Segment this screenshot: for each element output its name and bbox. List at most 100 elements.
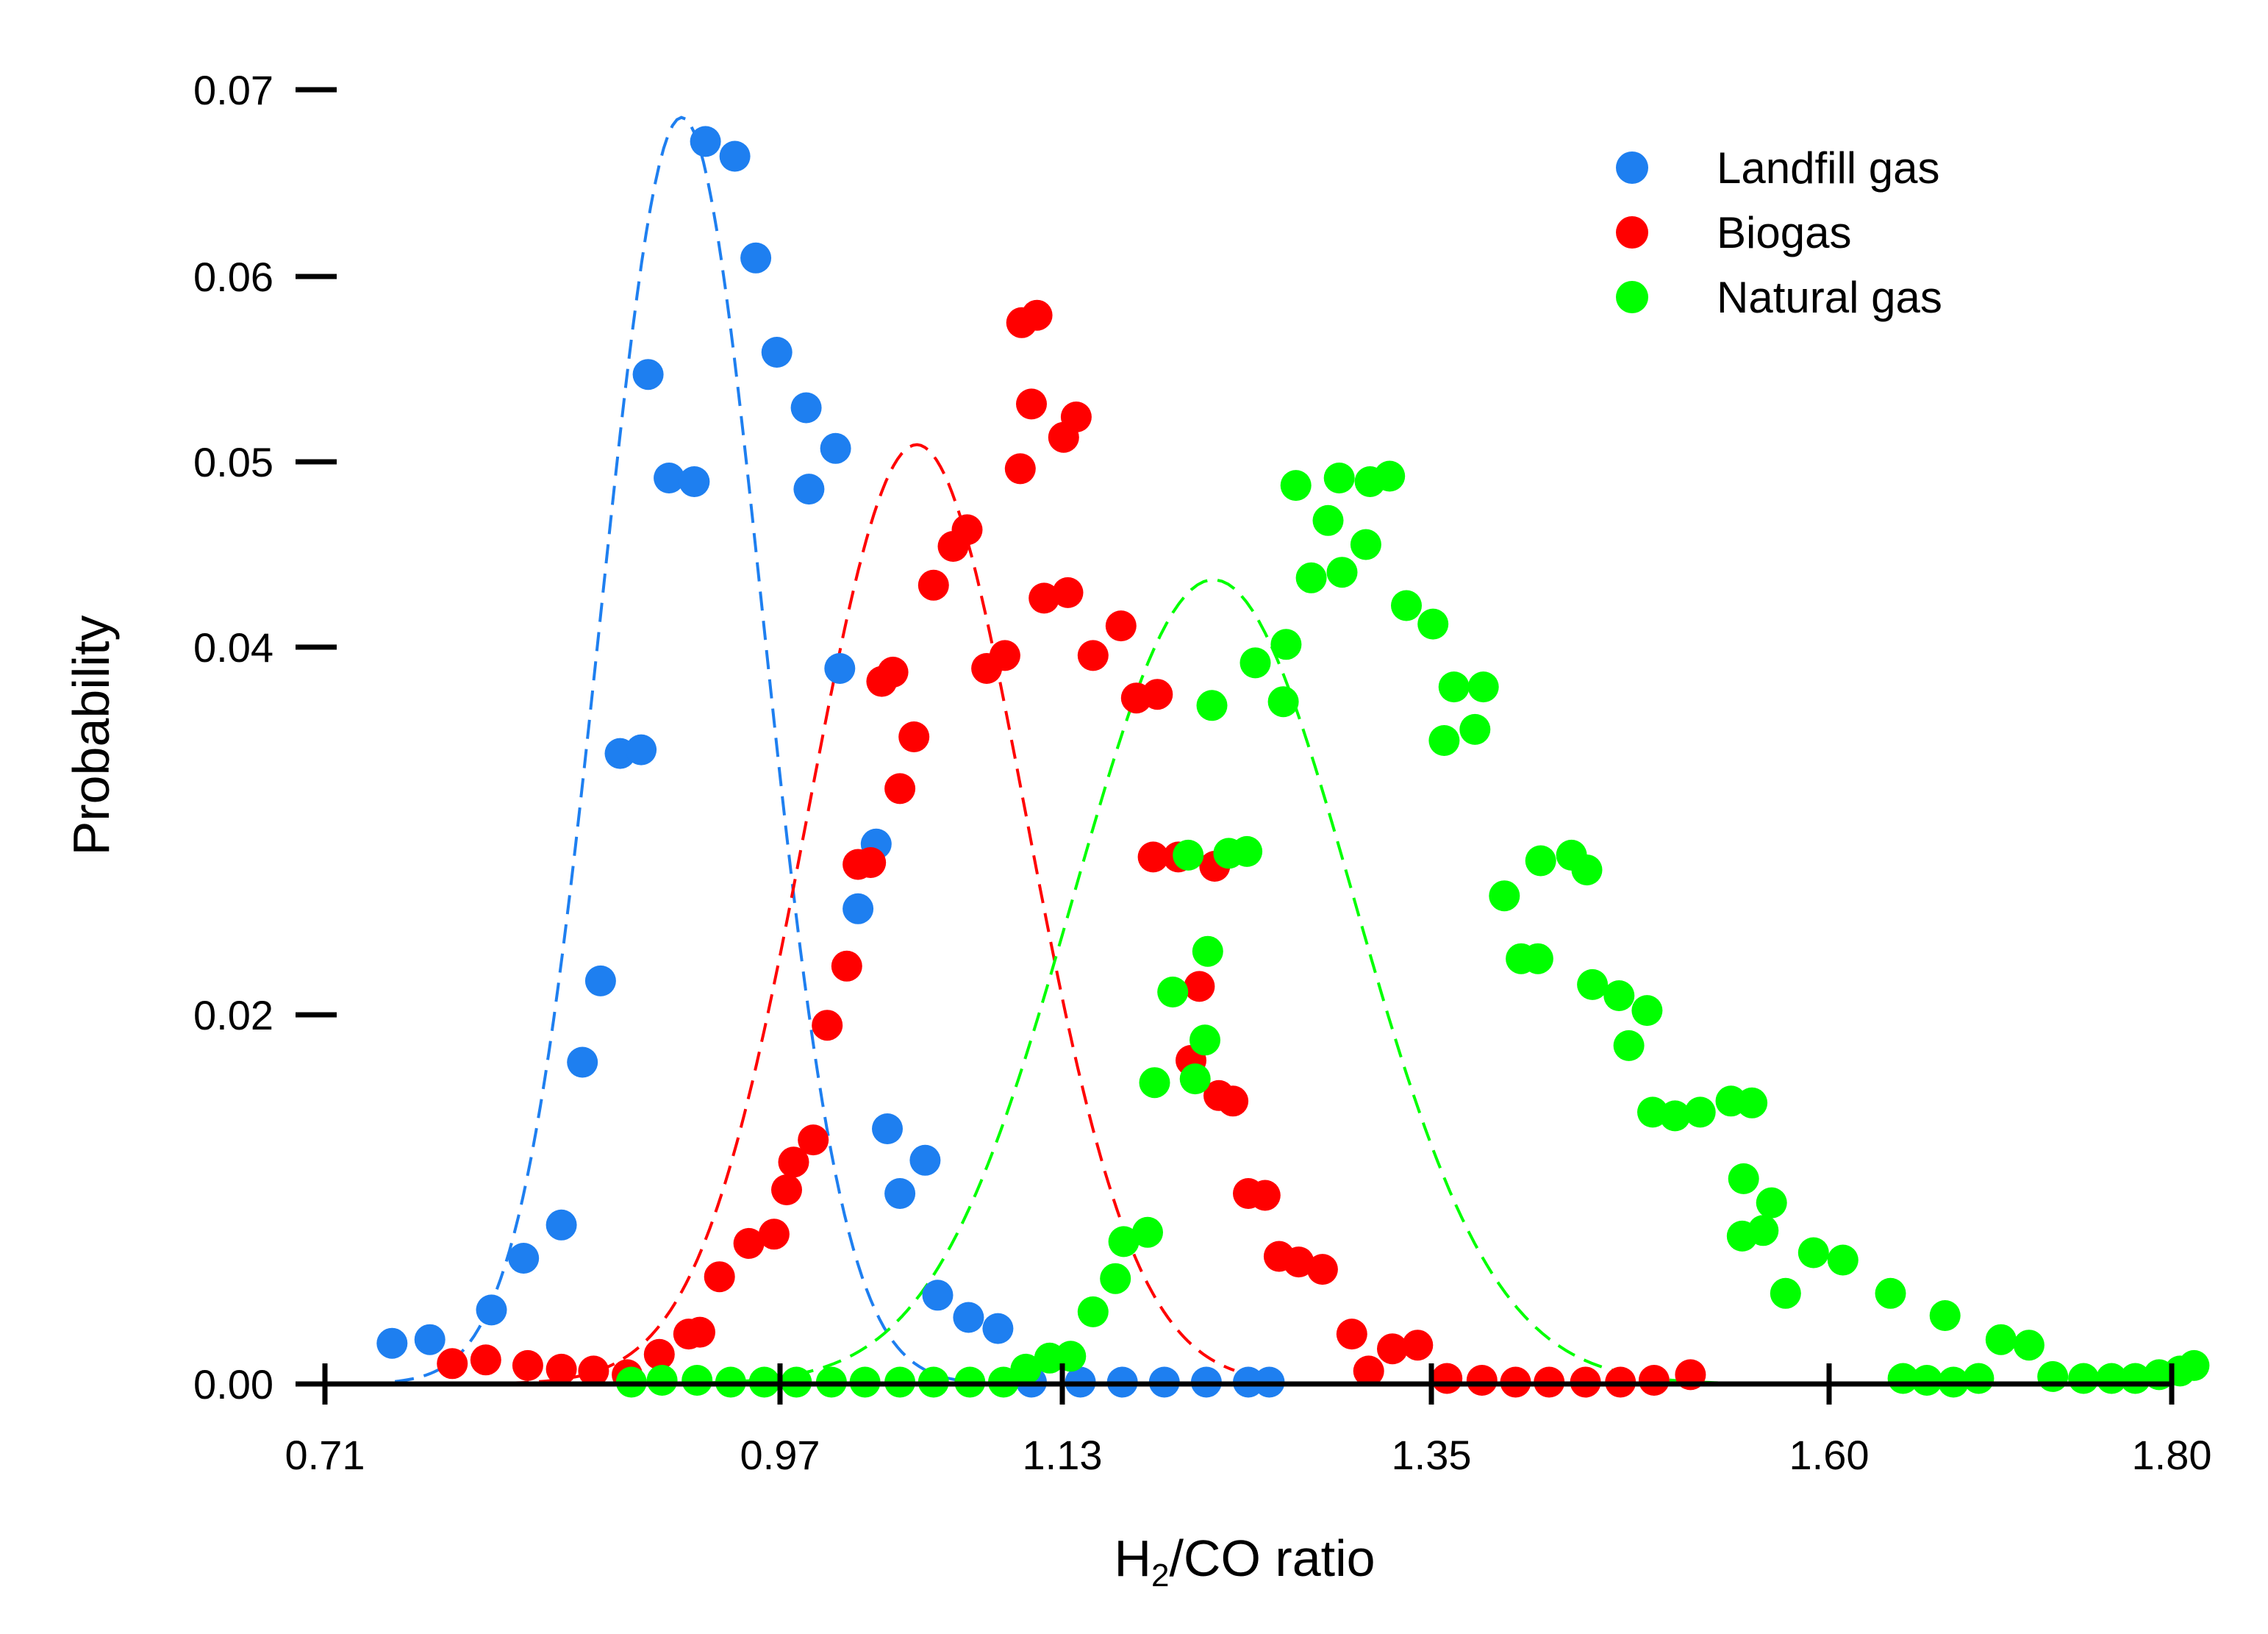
y-tick-label: 0.06: [193, 254, 273, 300]
point-biogas: [704, 1261, 735, 1293]
point-natural-gas: [1270, 629, 1302, 660]
x-tick-label: 0.97: [740, 1432, 820, 1478]
point-biogas: [437, 1348, 468, 1380]
point-natural-gas: [1312, 504, 1344, 536]
x-tick-label: 1.60: [1789, 1432, 1870, 1478]
legend-label: Landfill gas: [1717, 143, 1940, 193]
point-biogas: [1052, 577, 1084, 608]
point-natural-gas: [1231, 835, 1263, 867]
point-natural-gas: [1267, 686, 1299, 718]
point-biogas: [1402, 1330, 1434, 1361]
point-landfill-gas: [820, 432, 851, 464]
point-natural-gas: [1459, 713, 1491, 745]
point-biogas: [1353, 1355, 1384, 1387]
point-landfill-gas: [626, 734, 657, 766]
point-biogas: [831, 950, 862, 982]
y-axis-title: Probability: [62, 616, 120, 856]
point-biogas: [1466, 1365, 1498, 1396]
point-biogas: [778, 1146, 809, 1178]
point-biogas: [1137, 841, 1169, 873]
point-biogas: [884, 773, 916, 804]
point-natural-gas: [682, 1365, 713, 1396]
point-natural-gas: [1157, 977, 1189, 1007]
point-biogas: [643, 1338, 675, 1370]
point-landfill-gas: [909, 1144, 941, 1176]
point-natural-gas: [2068, 1363, 2100, 1394]
point-natural-gas: [1280, 470, 1312, 502]
x-tick-label: 1.80: [2132, 1432, 2212, 1478]
point-biogas: [1077, 640, 1109, 671]
point-natural-gas: [1631, 995, 1663, 1027]
point-biogas: [1336, 1319, 1367, 1350]
point-landfill-gas: [922, 1280, 954, 1311]
point-natural-gas: [1728, 1163, 1759, 1194]
y-axis: 0.00 0.02 0.04 0.05 0.06 0.07: [193, 67, 337, 1408]
point-biogas: [812, 1010, 843, 1041]
point-natural-gas: [1571, 855, 1603, 885]
point-natural-gas: [1603, 980, 1635, 1011]
point-biogas: [545, 1353, 577, 1385]
legend-label: Biogas: [1717, 208, 1851, 257]
point-biogas: [1184, 971, 1215, 1002]
point-natural-gas: [1770, 1277, 1801, 1309]
point-landfill-gas: [740, 242, 772, 274]
point-landfill-gas: [884, 1178, 916, 1209]
point-biogas: [1249, 1180, 1281, 1211]
point-natural-gas: [1374, 460, 1406, 492]
point-natural-gas: [1522, 943, 1553, 974]
point-natural-gas: [1196, 690, 1228, 721]
point-natural-gas: [1239, 647, 1271, 679]
point-natural-gas: [1747, 1215, 1779, 1246]
y-tick-label: 0.00: [193, 1361, 273, 1408]
point-biogas: [877, 657, 909, 688]
point-biogas: [1217, 1085, 1249, 1117]
point-biogas: [578, 1355, 609, 1387]
point-biogas: [1029, 582, 1060, 614]
point-natural-gas: [1010, 1353, 1042, 1385]
point-landfill-gas: [476, 1294, 507, 1326]
point-biogas: [733, 1227, 765, 1259]
point-biogas: [1004, 453, 1036, 485]
point-natural-gas: [1525, 845, 1556, 877]
point-natural-gas: [1326, 557, 1358, 588]
point-natural-gas: [1963, 1363, 1995, 1394]
point-biogas: [798, 1124, 829, 1156]
point-biogas: [1638, 1365, 1670, 1396]
x-axis-title-subscript: 2: [1151, 1558, 1169, 1594]
x-axis: 0.71 0.97 1.13 1.35 1.60 1.80: [285, 1363, 2212, 1478]
point-natural-gas: [1875, 1277, 1906, 1309]
point-landfill-gas: [761, 337, 793, 368]
point-natural-gas: [1192, 935, 1223, 967]
point-biogas: [758, 1219, 790, 1250]
point-landfill-gas: [584, 965, 616, 996]
point-biogas: [855, 847, 887, 878]
point-landfill-gas: [690, 126, 721, 157]
plot-area: [376, 115, 2210, 1398]
point-natural-gas: [2037, 1360, 2069, 1392]
legend-marker: [1616, 151, 1648, 184]
point-natural-gas: [1736, 1087, 1768, 1119]
point-natural-gas: [1179, 1063, 1211, 1095]
point-landfill-gas: [793, 474, 825, 505]
point-biogas: [1283, 1246, 1314, 1278]
point-biogas: [917, 569, 949, 601]
point-natural-gas: [1613, 1030, 1645, 1061]
point-biogas: [1142, 679, 1173, 710]
legend-item: Landfill gas: [1616, 143, 1940, 193]
point-natural-gas: [1391, 590, 1422, 621]
point-natural-gas: [1428, 725, 1460, 756]
point-natural-gas: [1827, 1244, 1859, 1276]
fit-curve-landfill-gas: [394, 115, 1277, 1385]
legend-item: Biogas: [1616, 208, 1851, 257]
x-axis-title-suffix: /CO ratio: [1169, 1530, 1375, 1587]
point-biogas: [1016, 388, 1047, 420]
point-landfill-gas: [953, 1302, 984, 1333]
point-landfill-gas: [824, 653, 856, 684]
point-landfill-gas: [376, 1327, 408, 1359]
x-axis-title-prefix: H: [1114, 1530, 1151, 1587]
point-natural-gas: [1077, 1296, 1109, 1327]
point-natural-gas: [1417, 608, 1449, 640]
point-biogas: [1306, 1254, 1338, 1285]
legend: Landfill gas Biogas Natural gas: [1616, 143, 1942, 322]
